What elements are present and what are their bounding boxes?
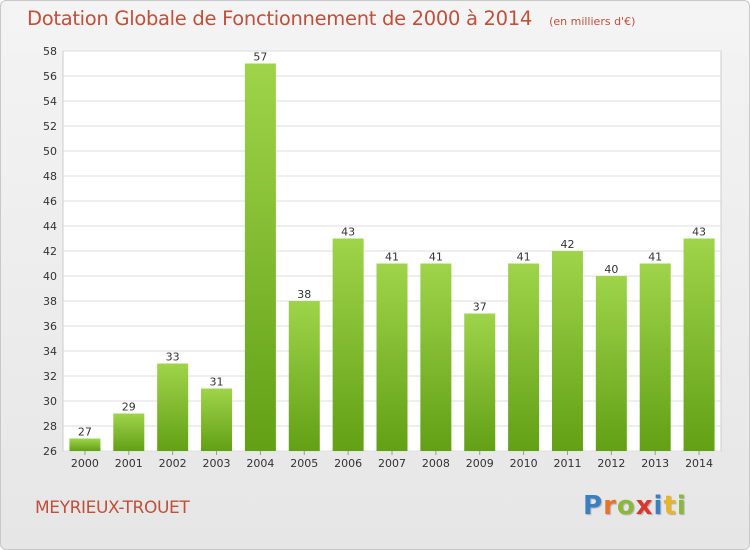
x-tick-label: 2013 xyxy=(641,457,669,470)
x-tick-label: 2005 xyxy=(290,457,318,470)
bar xyxy=(464,313,496,451)
x-tick-label: 2009 xyxy=(466,457,494,470)
y-tick-label: 36 xyxy=(43,320,57,333)
logo-letter: o xyxy=(616,491,636,521)
bar-value-label: 42 xyxy=(560,238,574,251)
bar xyxy=(69,438,101,451)
y-tick-label: 56 xyxy=(43,70,57,83)
bar xyxy=(113,413,145,451)
y-tick-label: 52 xyxy=(43,120,57,133)
y-tick-label: 46 xyxy=(43,195,57,208)
y-tick-label: 44 xyxy=(43,220,57,233)
x-tick-label: 2003 xyxy=(203,457,231,470)
bar-value-label: 41 xyxy=(648,251,662,264)
bar-value-label: 27 xyxy=(78,426,92,439)
bar xyxy=(639,263,671,451)
bar-value-label: 37 xyxy=(473,301,487,314)
bars: 27 29 33 31 57 38 43 41 41 37 41 42 40 41 43 xyxy=(69,51,715,451)
bar xyxy=(595,276,627,451)
bar-value-label: 31 xyxy=(210,376,224,389)
commune-name: MEYRIEUX-TROUET xyxy=(35,498,190,518)
bar xyxy=(157,363,189,451)
y-tick-label: 42 xyxy=(43,245,57,258)
bar xyxy=(683,238,715,451)
x-tick-label: 2004 xyxy=(246,457,274,470)
x-tick-label: 2006 xyxy=(334,457,362,470)
chart-title: Dotation Globale de Fonctionnement de 20… xyxy=(27,7,635,30)
x-tick-label: 2014 xyxy=(685,457,713,470)
x-tick-label: 2008 xyxy=(422,457,450,470)
y-tick-label: 28 xyxy=(43,420,57,433)
logo-letter: x xyxy=(635,491,654,521)
bar-value-label: 29 xyxy=(122,401,136,414)
bar-value-label: 41 xyxy=(429,251,443,264)
y-tick-label: 38 xyxy=(43,295,57,308)
bar-value-label: 33 xyxy=(166,351,180,364)
x-tick-label: 2010 xyxy=(510,457,538,470)
bar-value-label: 43 xyxy=(692,226,706,239)
y-tick-label: 58 xyxy=(43,45,57,58)
x-axis-ticks: 2000 2001 2002 2003 2004 2005 2006 2007 2008 2009… xyxy=(71,451,713,470)
y-tick-label: 32 xyxy=(43,370,57,383)
y-tick-label: 48 xyxy=(43,170,57,183)
y-tick-label: 26 xyxy=(43,445,57,458)
x-tick-label: 2001 xyxy=(115,457,143,470)
bar-value-label: 38 xyxy=(297,288,311,301)
logo-letter: t xyxy=(663,491,677,521)
x-tick-label: 2012 xyxy=(597,457,625,470)
y-tick-label: 30 xyxy=(43,395,57,408)
bar-value-label: 40 xyxy=(604,263,618,276)
y-axis-ticks: 26 28 30 32 34 36 38 40 42 44 46 48 50 52 54 56 58 xyxy=(43,45,57,458)
x-tick-label: 2000 xyxy=(71,457,99,470)
bar-value-label: 41 xyxy=(385,251,399,264)
bar xyxy=(376,263,408,451)
x-tick-label: 2002 xyxy=(159,457,187,470)
bar xyxy=(288,301,320,451)
x-tick-label: 2007 xyxy=(378,457,406,470)
logo-letter: i xyxy=(676,491,687,521)
proxiti-logo: Proxiti xyxy=(583,491,687,521)
y-tick-label: 54 xyxy=(43,95,57,108)
bar-value-label: 43 xyxy=(341,226,355,239)
bar xyxy=(420,263,452,451)
unit-label: (en milliers d'€) xyxy=(549,15,636,28)
y-tick-label: 34 xyxy=(43,345,57,358)
y-tick-label: 40 xyxy=(43,270,57,283)
bar xyxy=(201,388,233,451)
bar xyxy=(508,263,540,451)
logo-letter: i xyxy=(653,491,664,521)
bar xyxy=(551,251,583,451)
bar xyxy=(332,238,364,451)
y-tick-label: 50 xyxy=(43,145,57,158)
bar xyxy=(244,63,276,451)
logo-letter: P xyxy=(583,491,604,521)
bar-value-label: 41 xyxy=(517,251,531,264)
logo-letter: r xyxy=(603,491,617,521)
bar-value-label: 57 xyxy=(253,51,267,64)
x-tick-label: 2011 xyxy=(553,457,581,470)
title-text: Dotation Globale de Fonctionnement de 20… xyxy=(27,7,532,30)
